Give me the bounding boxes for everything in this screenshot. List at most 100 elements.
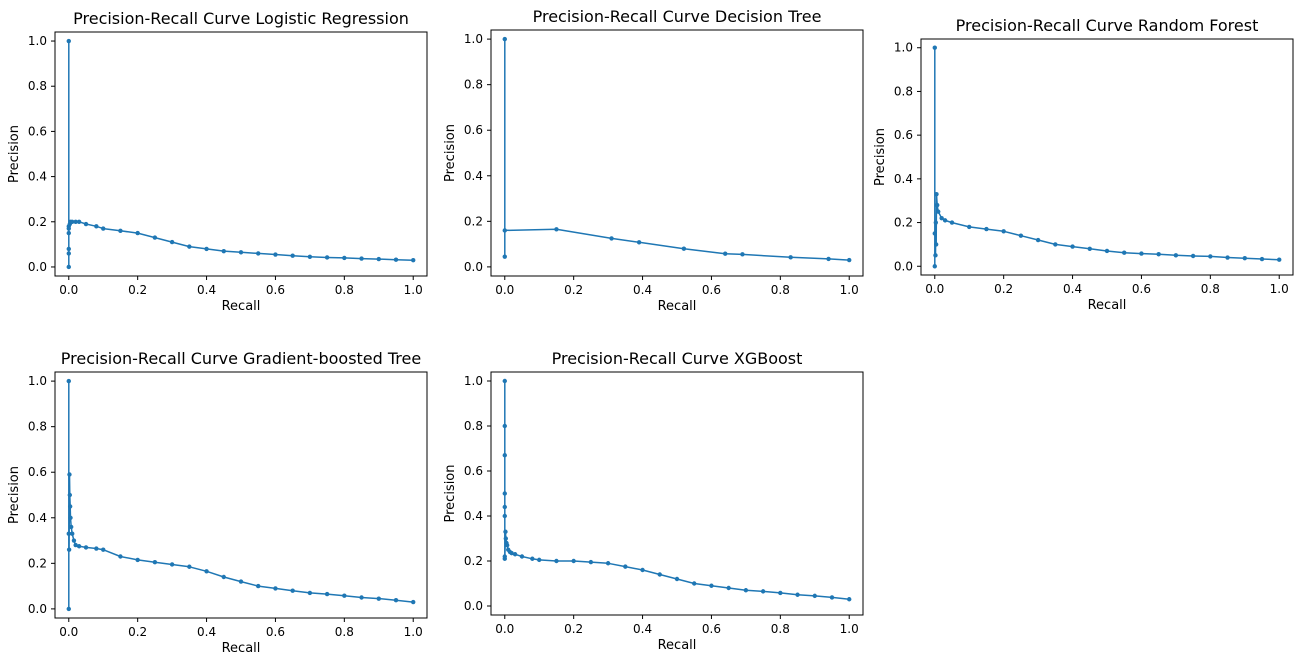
chart-title: Precision-Recall Curve Random Forest [956,16,1259,35]
data-point [1277,257,1282,262]
chart-svg: Precision-Recall Curve Logistic Regressi… [7,9,428,314]
chart-svg: Precision-Recall Curve Random Forest 0.0 0… [873,16,1294,313]
x-tick-label: 0.6 [702,622,721,636]
x-tick-label: 0.4 [1063,282,1082,296]
data-point [1122,250,1127,255]
data-point [709,583,714,588]
x-tick-label: 0.4 [633,622,652,636]
data-point [829,595,835,600]
data-point [502,491,507,496]
data-point [307,254,313,259]
data-point [984,226,989,232]
y-tick-label: 0.6 [464,123,483,137]
data-point [66,378,71,384]
data-point [502,228,507,233]
x-tick-label: 0.8 [335,625,354,639]
y-tick-label: 1.0 [28,34,47,48]
x-axis-label: Recall [222,299,261,314]
x-tick-label: 0.6 [1132,282,1151,296]
data-point [933,242,939,247]
x-tick-label: 0.0 [59,625,78,639]
data-point [795,592,800,597]
data-point [933,253,938,258]
data-point [740,252,745,257]
data-point [1259,256,1265,262]
chart-xgboost: Precision-Recall Curve XGBoost 0.0 0.2 0.4 0… [436,348,866,658]
x-axis-label: Recall [658,299,697,314]
series-line [504,39,850,261]
data-point [609,236,614,241]
data-point [66,38,71,44]
data-point [68,515,73,520]
data-point [66,230,71,236]
data-point [290,588,295,593]
y-tick-label: 0.0 [28,602,47,616]
data-point [826,256,831,262]
x-tick-label: 1.0 [840,283,859,297]
data-point [70,219,75,224]
x-tick-label: 0.0 [59,283,78,297]
data-point [530,556,535,561]
data-point [939,215,944,221]
data-point [118,554,123,559]
data-point [101,226,106,231]
chart-title: Precision-Recall Curve Decision Tree [533,7,822,26]
x-tick-label: 0.2 [128,283,147,297]
x-axis-label: Recall [1088,298,1127,313]
x-tick-label: 0.6 [702,283,721,297]
data-point [66,246,71,252]
x-tick-label: 0.6 [266,283,285,297]
y-tick-label: 0.0 [894,259,913,273]
y-tick-label: 1.0 [464,374,483,388]
data-point [847,597,852,602]
series-line [68,41,414,268]
data-point [66,606,71,612]
data-point [68,524,74,530]
data-point [743,588,749,593]
y-tick-label: 1.0 [28,374,47,388]
y-tick-label: 1.0 [894,41,913,55]
data-point [504,543,510,548]
x-tick-label: 0.8 [335,283,354,297]
chart-svg: Precision-Recall Curve XGBoost 0.0 0.2 0.4 0… [443,349,864,653]
data-point [71,538,77,543]
data-point [67,472,72,477]
data-point [221,574,226,580]
data-point [1156,252,1161,257]
y-tick-label: 0.6 [894,128,913,142]
x-tick-label: 0.0 [925,282,944,296]
data-point [788,255,793,260]
series-line [68,381,414,610]
data-point [324,255,330,260]
plot-frame [490,371,864,616]
series-line [504,381,850,601]
data-point [238,250,244,255]
data-point [359,256,364,261]
plot-frame [54,371,428,619]
x-tick-label: 0.2 [994,282,1013,296]
x-axis-label: Recall [658,638,697,653]
chart-title: Precision-Recall Curve XGBoost [552,349,803,368]
data-point [502,513,507,519]
y-tick-label: 0.0 [464,599,483,613]
y-tick-label: 0.2 [28,556,47,570]
data-point [554,227,559,232]
y-axis-label: Precision [443,464,458,522]
y-tick-label: 0.8 [28,79,47,93]
data-point [101,547,106,552]
data-point [1190,253,1196,259]
data-point [376,256,381,262]
y-tick-label: 0.0 [28,260,47,274]
data-point [70,531,75,536]
data-point [503,529,508,534]
data-point [1225,255,1230,260]
x-tick-label: 1.0 [840,622,859,636]
data-point [1001,229,1006,234]
y-tick-label: 0.8 [28,420,47,434]
y-tick-label: 1.0 [464,32,483,46]
data-point [512,552,518,557]
x-tick-label: 0.4 [633,283,652,297]
y-tick-label: 0.4 [464,169,483,183]
data-point [1208,254,1213,259]
data-point [76,544,82,549]
